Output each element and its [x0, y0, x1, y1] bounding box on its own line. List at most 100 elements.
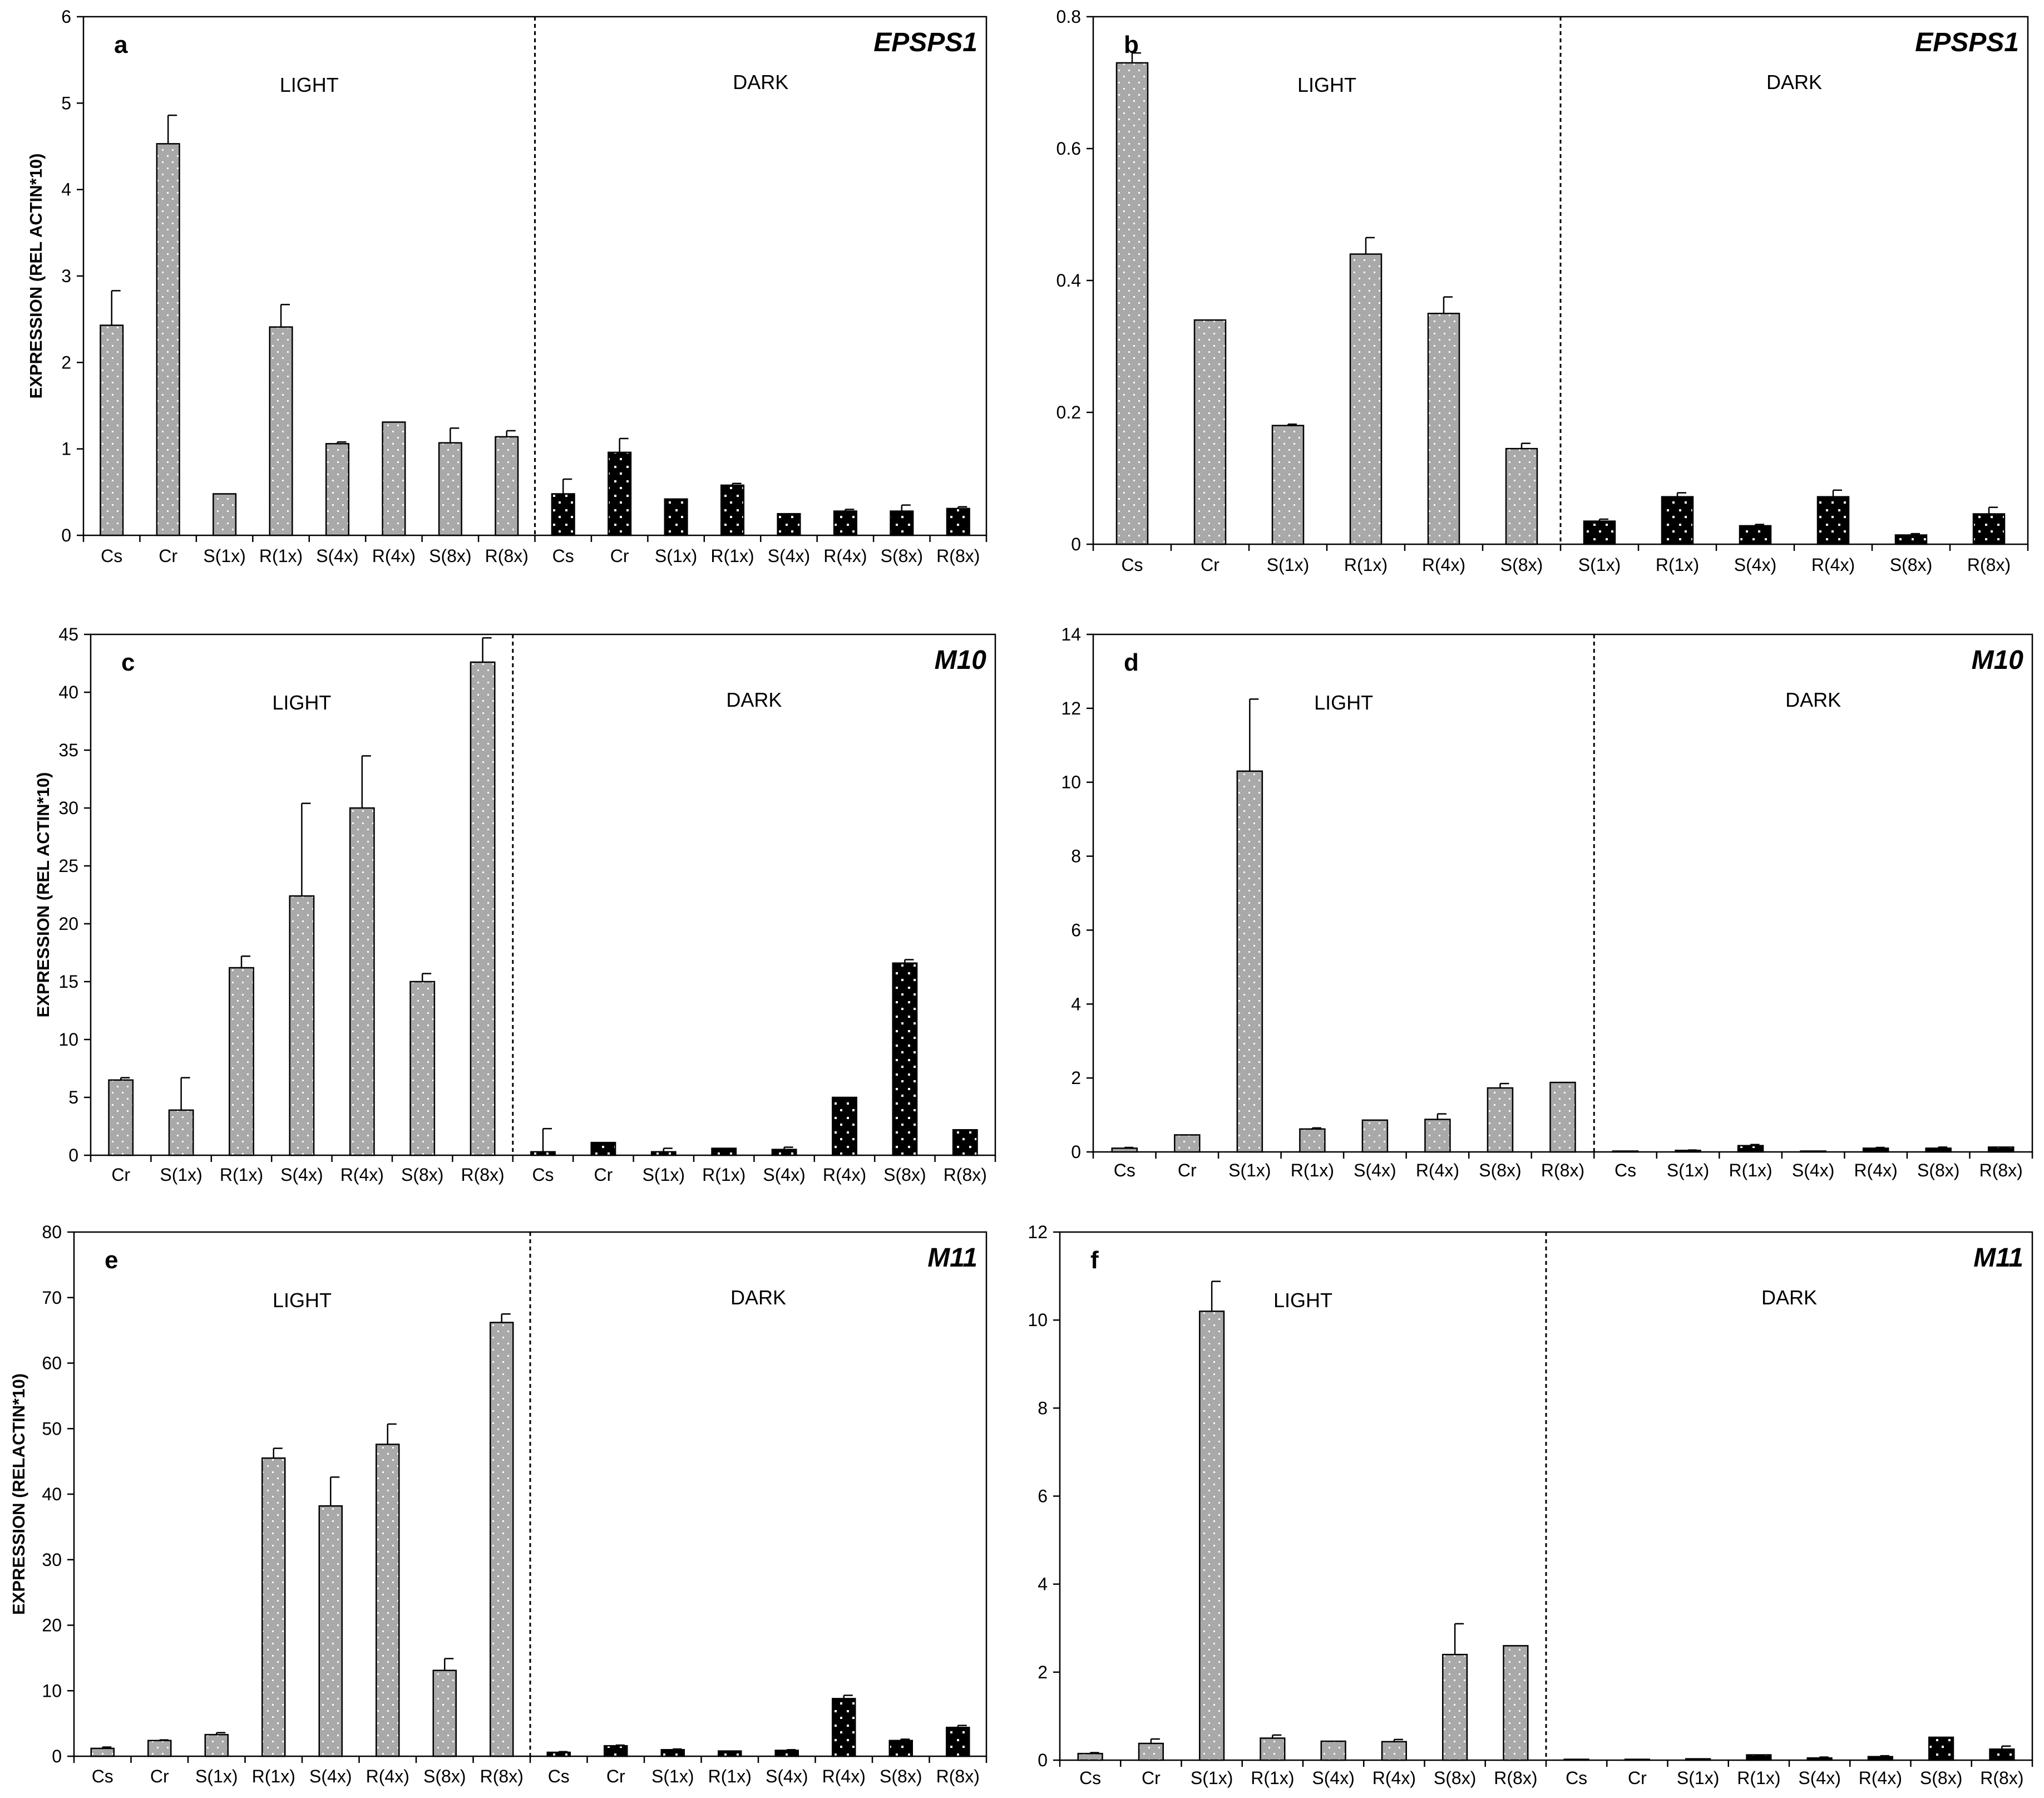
bar: [1424, 1119, 1451, 1153]
y-tick-label: 8: [1038, 1398, 1048, 1418]
x-tick-label: S(1x): [651, 1766, 694, 1786]
x-tick-label: R(1x): [1729, 1160, 1772, 1180]
x-tick-label: R(4x): [823, 546, 867, 566]
bar: [832, 1096, 857, 1156]
light-label: LIGHT: [272, 691, 331, 714]
bar: [1987, 1146, 2015, 1153]
x-tick-label: S(8x): [429, 546, 471, 566]
y-tick-label: 2: [1071, 1068, 1081, 1088]
y-tick-label: 2: [1038, 1662, 1048, 1682]
y-tick-label: 6: [61, 7, 71, 27]
y-tick-label: 0: [1071, 534, 1081, 554]
x-tick-label: S(1x): [643, 1165, 685, 1185]
bar: [608, 451, 632, 536]
y-tick-label: 45: [58, 624, 78, 644]
y-axis-label: EXPRESSION (REL ACTIN*10): [33, 772, 53, 1018]
bar: [213, 493, 237, 536]
bar: [289, 895, 315, 1156]
bar: [1260, 1737, 1286, 1761]
dark-label: DARK: [726, 688, 782, 711]
bar: [1685, 1758, 1711, 1761]
y-tick-label: 0: [61, 525, 71, 545]
bar: [1115, 62, 1149, 545]
x-tick-label: S(1x): [203, 546, 245, 566]
bar: [1894, 534, 1928, 545]
dark-label: DARK: [733, 71, 788, 93]
y-tick-label: 3: [61, 266, 71, 286]
light-label: LIGHT: [1297, 73, 1356, 96]
dark-label: DARK: [730, 1286, 786, 1309]
bar: [1236, 770, 1263, 1153]
y-tick-label: 12: [1061, 698, 1081, 718]
x-tick-label: S(4x): [1312, 1768, 1354, 1788]
x-tick-label: R(8x): [1494, 1768, 1537, 1788]
x-tick-label: Cr: [150, 1766, 169, 1786]
x-tick-label: R(1x): [1291, 1160, 1334, 1180]
bar: [1737, 1145, 1764, 1153]
x-tick-label: S(1x): [1267, 555, 1309, 575]
bar: [892, 962, 918, 1156]
bar: [660, 1748, 685, 1757]
y-tick-label: 0: [68, 1145, 78, 1165]
x-tick-label: S(4x): [280, 1165, 323, 1185]
y-tick-label: 4: [1038, 1574, 1048, 1594]
x-tick-label: S(8x): [880, 1766, 922, 1786]
panel-letter: c: [121, 649, 135, 676]
bar: [777, 513, 801, 536]
x-tick-label: S(1x): [1191, 1768, 1233, 1788]
bar: [1583, 520, 1616, 545]
bar: [711, 1147, 737, 1156]
y-tick-label: 0.4: [1056, 270, 1081, 290]
bar: [1174, 1134, 1201, 1153]
plot-frame: [90, 633, 996, 1156]
x-tick-label: R(4x): [1416, 1160, 1459, 1180]
light-label: LIGHT: [1273, 1289, 1332, 1312]
x-tick-label: S(1x): [1578, 555, 1621, 575]
bar: [325, 443, 350, 536]
x-tick-label: Cs: [101, 546, 122, 566]
bar: [718, 1750, 742, 1757]
x-tick-label: R(1x): [220, 1165, 263, 1185]
gene-name: EPSPS1: [873, 28, 977, 57]
x-tick-label: Cs: [1566, 1768, 1587, 1788]
bar: [490, 1322, 514, 1757]
x-tick-label: S(4x): [1354, 1160, 1396, 1180]
x-tick-label: S(8x): [1920, 1768, 1962, 1788]
x-tick-label: S(8x): [1434, 1768, 1476, 1788]
bar: [604, 1745, 628, 1757]
y-axis-label: EXPRESSION (REL ACTIN*10): [26, 154, 46, 399]
y-tick-label: 40: [42, 1484, 62, 1504]
x-tick-label: S(8x): [1890, 555, 1932, 575]
bar: [530, 1151, 556, 1156]
y-tick-label: 14: [1061, 624, 1081, 644]
y-axis-label: EXPRESSION (RELACTIN*10): [9, 1373, 28, 1615]
bar: [720, 484, 745, 536]
x-tick-label: R(4x): [1811, 555, 1855, 575]
x-tick-label: Cr: [111, 1165, 130, 1185]
y-tick-label: 80: [42, 1222, 62, 1242]
x-tick-label: R(8x): [1980, 1768, 2023, 1788]
bar: [664, 498, 688, 536]
x-tick-label: S(8x): [883, 1165, 926, 1185]
x-tick-label: R(4x): [1422, 555, 1465, 575]
bar: [168, 1109, 194, 1156]
y-tick-label: 6: [1071, 920, 1081, 940]
y-tick-label: 30: [42, 1550, 62, 1570]
x-tick-label: R(1x): [1737, 1768, 1780, 1788]
y-tick-label: 20: [42, 1615, 62, 1636]
bar: [774, 1750, 799, 1757]
y-tick-label: 50: [42, 1418, 62, 1439]
y-tick-label: 0.8: [1056, 7, 1081, 27]
bar: [1505, 447, 1538, 545]
x-tick-label: R(8x): [936, 546, 980, 566]
y-tick-label: 70: [42, 1288, 62, 1308]
bar: [1320, 1740, 1346, 1761]
dark-label: DARK: [1761, 1286, 1817, 1309]
x-tick-label: Cr: [1628, 1768, 1647, 1788]
bar: [261, 1457, 286, 1757]
x-tick-label: S(4x): [316, 546, 358, 566]
bar: [832, 1698, 856, 1757]
panel-letter: d: [1124, 649, 1139, 676]
bar: [1549, 1081, 1576, 1153]
x-tick-label: R(4x): [822, 1766, 866, 1786]
